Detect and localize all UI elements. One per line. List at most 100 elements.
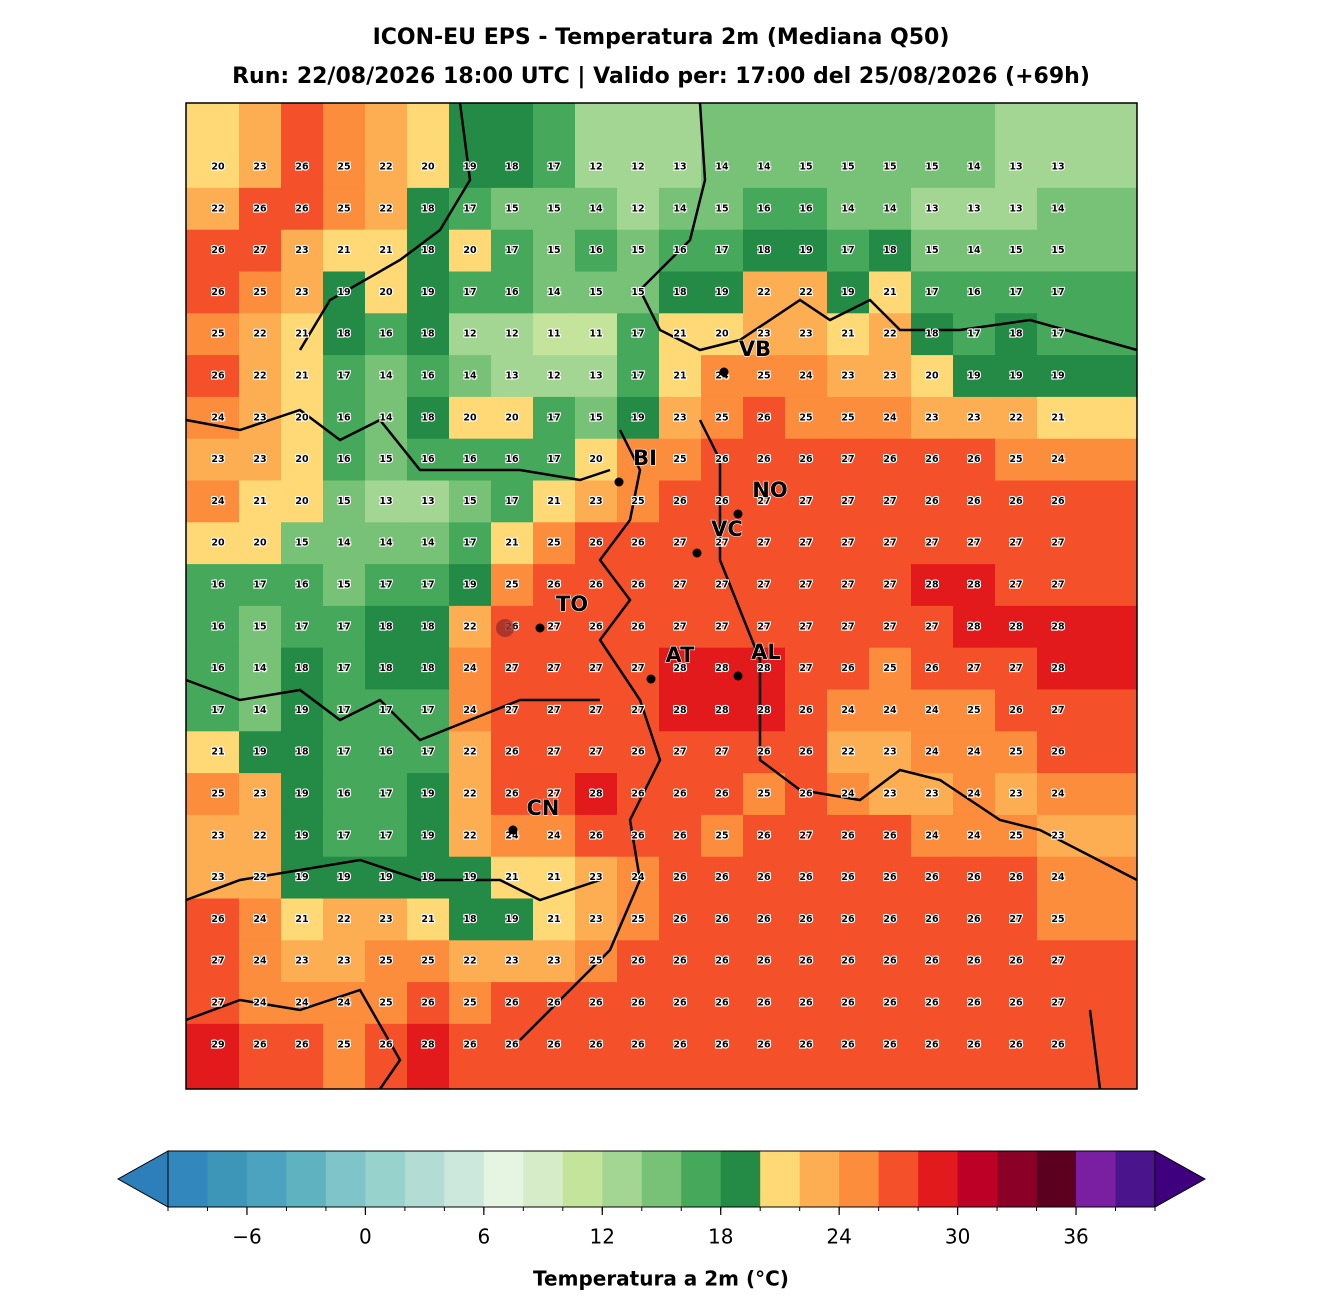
value-label: 17: [463, 287, 476, 298]
cell: [533, 522, 576, 565]
value-label: 27: [925, 621, 938, 632]
value-label: 19: [1051, 371, 1064, 382]
cell: [1037, 229, 1138, 272]
value-label: 28: [757, 663, 771, 674]
value-label: 13: [1009, 162, 1022, 173]
cell: [239, 731, 282, 774]
cell: [995, 355, 1038, 398]
cell: [911, 229, 954, 272]
value-label: 14: [421, 538, 435, 549]
value-label: 14: [379, 412, 393, 423]
value-label: 19: [1009, 371, 1022, 382]
cell: [365, 731, 408, 774]
cell: [365, 647, 408, 690]
value-label: 25: [1009, 747, 1022, 758]
value-label: 24: [967, 747, 981, 758]
value-label: 27: [799, 663, 812, 674]
value-label: 20: [463, 245, 477, 256]
value-label: 27: [841, 621, 854, 632]
colorbar-tick-label: 30: [945, 1225, 970, 1249]
colorbar-box: [404, 1151, 445, 1207]
value-label: 18: [673, 287, 687, 298]
city-dot: [733, 671, 743, 681]
value-label: 18: [337, 329, 351, 340]
cell: [281, 814, 324, 858]
cell: [281, 940, 324, 983]
cell: [911, 438, 954, 481]
colorbar-over: [1154, 1150, 1207, 1208]
value-label: 15: [925, 245, 938, 256]
map-frame: [185, 102, 1138, 1090]
colorbar-box: [1115, 1151, 1156, 1207]
value-label: 19: [421, 789, 434, 800]
value-label: 28: [715, 663, 729, 674]
value-label: 25: [337, 162, 350, 173]
value-label: 26: [463, 1039, 477, 1050]
cell: [953, 731, 996, 774]
cell: [911, 856, 954, 899]
value-label: 27: [1009, 914, 1022, 925]
cell: [449, 271, 492, 314]
value-label: 17: [379, 789, 392, 800]
value-label: 17: [337, 663, 350, 674]
cell: [533, 814, 576, 858]
cell: [239, 480, 282, 523]
value-label: 27: [1009, 663, 1022, 674]
colorbar-box: [1076, 1151, 1116, 1207]
cell: [953, 564, 996, 607]
value-label: 25: [799, 412, 812, 423]
cell: [659, 103, 702, 189]
cell: [1037, 480, 1138, 523]
cell: [911, 480, 954, 523]
value-label: 22: [337, 914, 350, 925]
value-label: 15: [589, 287, 602, 298]
colorbar-tick-label: 6: [477, 1225, 490, 1249]
cell: [575, 898, 618, 941]
value-label: 27: [1051, 580, 1064, 591]
cell: [1037, 773, 1138, 816]
value-label: 26: [967, 914, 981, 925]
value-label: 23: [925, 789, 938, 800]
cell: [701, 856, 744, 899]
cell: [1037, 940, 1138, 983]
value-label: 26: [757, 830, 771, 841]
value-label: 15: [295, 538, 308, 549]
cell: [239, 940, 282, 983]
value-label: 26: [715, 1039, 729, 1050]
cell: [575, 396, 618, 440]
cell: [911, 773, 954, 816]
colorbar-box: [681, 1151, 722, 1207]
value-label: 26: [631, 580, 645, 591]
cell: [911, 396, 954, 440]
cell: [323, 480, 366, 523]
cell: [701, 396, 744, 440]
cell: [659, 396, 702, 440]
cell: [701, 355, 744, 398]
cell: [869, 103, 912, 189]
cell: [953, 647, 996, 690]
cell: [827, 229, 870, 272]
cell: [323, 313, 366, 356]
value-label: 24: [463, 705, 477, 716]
value-label: 23: [211, 454, 224, 465]
cell: [1037, 103, 1138, 189]
cell: [1037, 438, 1138, 481]
cell: [743, 396, 786, 440]
value-label: 27: [1051, 998, 1064, 1009]
colorbar-box: [562, 1151, 603, 1207]
cell: [869, 814, 912, 858]
value-label: 23: [337, 956, 350, 967]
value-label: 26: [589, 580, 603, 591]
value-label: 25: [757, 789, 770, 800]
value-label: 18: [421, 621, 435, 632]
value-label: 26: [673, 914, 687, 925]
value-label: 23: [547, 956, 560, 967]
cell: [911, 605, 954, 649]
value-label: 24: [337, 998, 351, 1009]
value-label: 19: [715, 287, 728, 298]
value-label: 26: [673, 789, 687, 800]
cell: [365, 773, 408, 816]
cell: [743, 982, 786, 1025]
value-label: 25: [589, 956, 602, 967]
value-label: 27: [883, 538, 896, 549]
